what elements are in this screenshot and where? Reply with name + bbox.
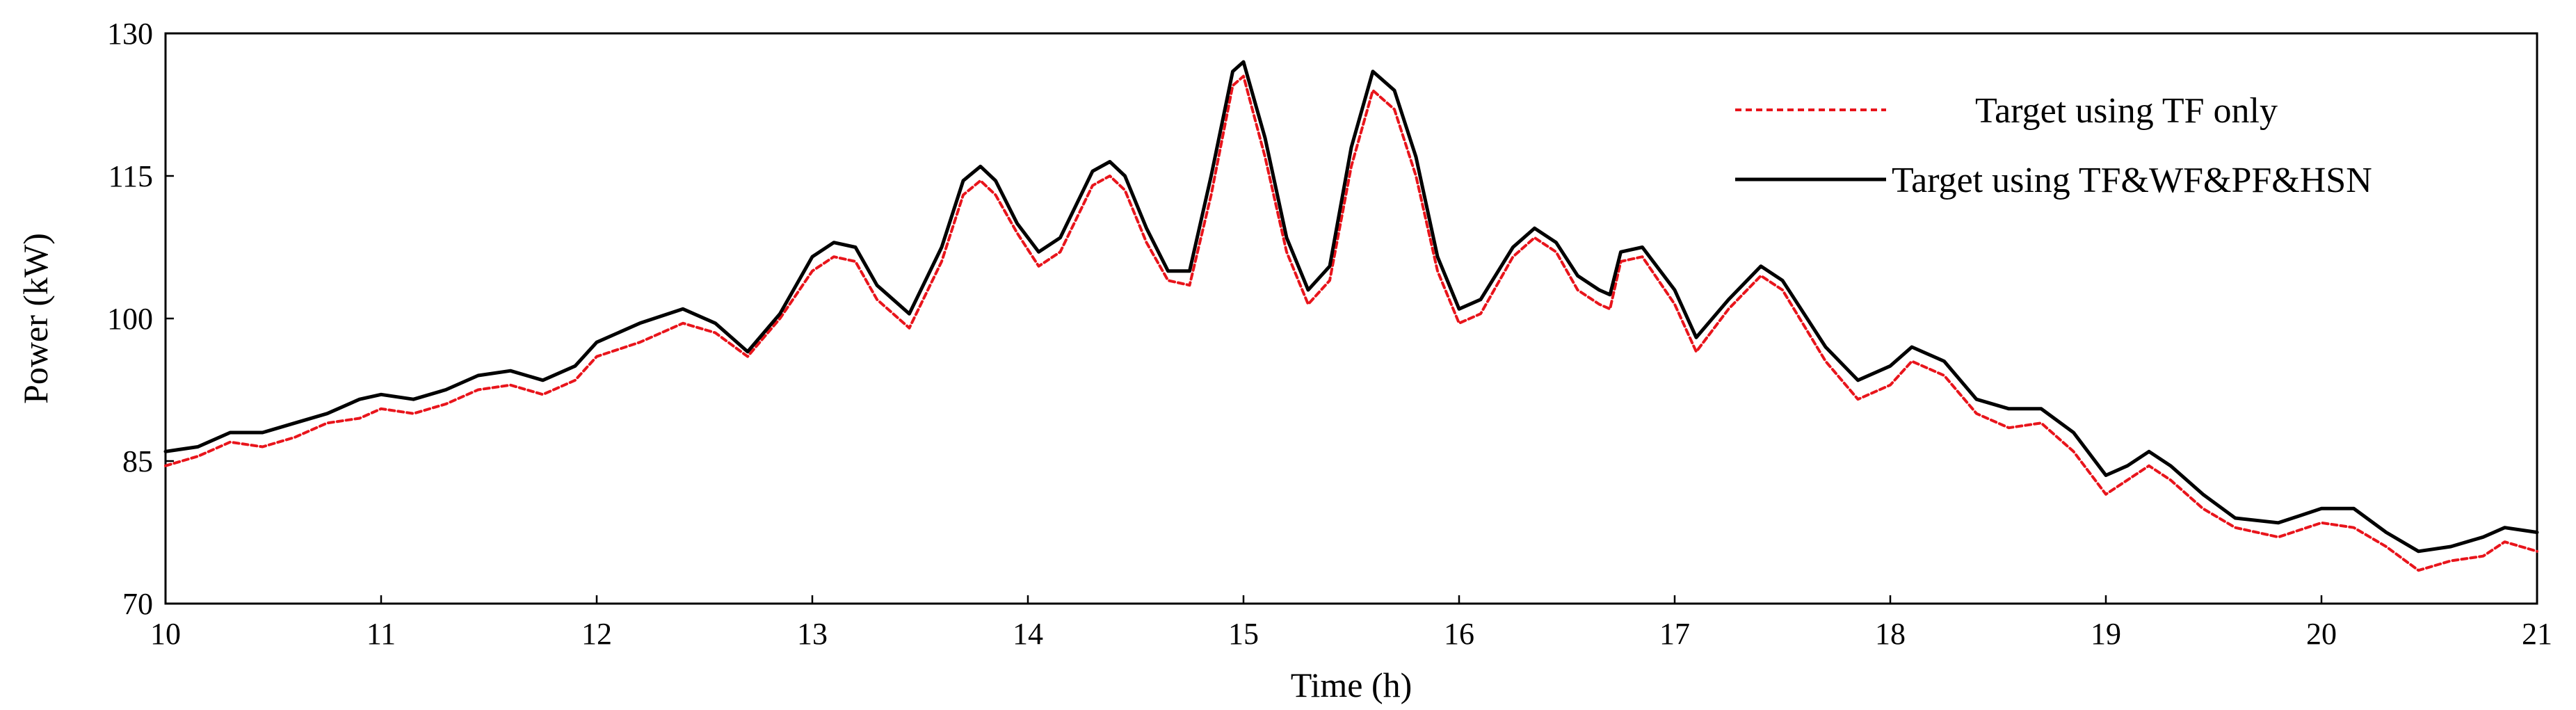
y-axis-title: Power (kW)	[16, 233, 55, 404]
plot-area	[164, 32, 2538, 605]
x-tick-label: 21	[2522, 617, 2552, 651]
x-tick-label: 18	[1875, 617, 1906, 651]
y-tick-label: 100	[107, 302, 153, 336]
legend-label-tf-wf-pf-hsn: Target using TF&WF&PF&HSN	[1892, 161, 2372, 200]
x-tick-label: 12	[581, 617, 612, 651]
x-tick-label: 19	[2091, 617, 2121, 651]
series-line-tf-only	[164, 74, 2538, 572]
y-tick-label: 115	[108, 159, 153, 193]
series-layer	[163, 60, 2539, 572]
y-axis: 70 85 100 115 130	[107, 17, 174, 621]
x-tick-label: 15	[1228, 617, 1259, 651]
y-tick-label: 85	[122, 444, 153, 478]
legend-label-tf-only: Target using TF only	[1975, 91, 2278, 131]
x-tick-label: 17	[1659, 617, 1690, 651]
y-tick-label: 130	[107, 17, 153, 51]
x-tick-label: 16	[1444, 617, 1474, 651]
legend: Target using TF only Target using TF&WF&…	[1735, 91, 2372, 200]
x-axis-title: Time (h)	[1291, 665, 1412, 704]
x-tick-label: 20	[2306, 617, 2337, 651]
x-tick-label: 11	[367, 617, 396, 651]
x-axis: 10 11 12 13 14 15 16 17 18 19 20 21	[150, 595, 2552, 651]
series-line-tf-wf-pf-hsn	[163, 60, 2539, 554]
x-tick-label: 10	[150, 617, 181, 651]
x-tick-label: 14	[1013, 617, 1043, 651]
x-tick-label: 13	[797, 617, 828, 651]
y-tick-label: 70	[122, 587, 153, 621]
